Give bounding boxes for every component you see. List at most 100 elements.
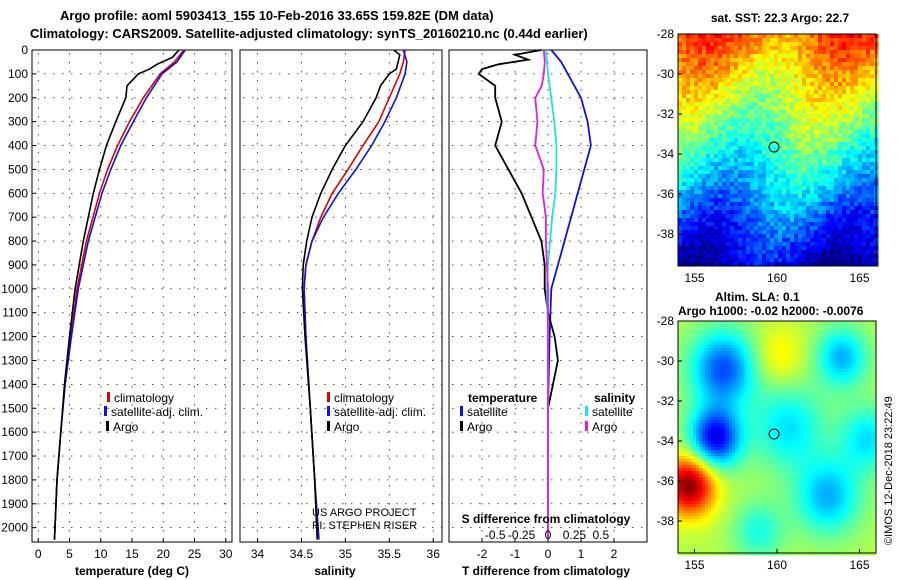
map-cell xyxy=(870,206,875,211)
map-cell xyxy=(854,114,859,119)
map-cell xyxy=(710,182,715,187)
map-cell xyxy=(734,170,739,175)
map-cell xyxy=(842,50,847,55)
map-cell xyxy=(726,162,731,167)
map-cell xyxy=(790,58,795,63)
map-cell xyxy=(846,38,851,43)
map-cell xyxy=(774,126,779,131)
map-cell xyxy=(782,162,787,167)
map-cell xyxy=(778,62,783,67)
map-cell xyxy=(786,178,791,183)
map-cell xyxy=(866,226,871,231)
map-cell xyxy=(814,70,819,75)
map-cell xyxy=(678,166,683,171)
map-cell xyxy=(822,118,827,123)
map-cell xyxy=(746,78,751,83)
map-cell xyxy=(778,94,783,99)
map-cell xyxy=(866,130,871,135)
map-cell xyxy=(774,162,779,167)
map-cell xyxy=(734,110,739,115)
map-cell xyxy=(786,98,791,103)
map-cell xyxy=(710,42,715,47)
map-cell xyxy=(754,146,759,151)
panel-differences: -2 -1 0 1 2 T difference from climatology S … xyxy=(448,49,648,578)
map-cell xyxy=(854,162,859,167)
map-cell xyxy=(790,134,795,139)
map-cell xyxy=(750,74,755,79)
map-cell xyxy=(742,166,747,171)
map-cell xyxy=(754,82,759,87)
map-cell xyxy=(858,218,863,223)
map-cell xyxy=(718,106,723,111)
map-cell xyxy=(678,42,683,47)
map-cell xyxy=(802,58,807,63)
map-cell xyxy=(818,46,823,51)
map-cell xyxy=(714,210,719,215)
map-cell xyxy=(838,142,843,147)
map-cell xyxy=(702,222,707,227)
map-cell xyxy=(718,226,723,231)
map-cell xyxy=(810,230,815,235)
map-cell xyxy=(786,134,791,139)
map-cell xyxy=(750,46,755,51)
map-cell xyxy=(718,206,723,211)
map-cell xyxy=(798,114,803,119)
map-cell xyxy=(790,50,795,55)
map-cell xyxy=(842,198,847,203)
map-cell xyxy=(786,42,791,47)
map-cell xyxy=(778,170,783,175)
map-cell xyxy=(870,214,875,219)
map-cell xyxy=(846,122,851,127)
map-cell xyxy=(802,198,807,203)
map-cell xyxy=(866,230,871,235)
map-cell xyxy=(690,166,695,171)
map-cell xyxy=(766,162,771,167)
map-cell xyxy=(794,66,799,71)
map-cell xyxy=(782,82,787,87)
map-cell xyxy=(830,66,835,71)
series-line-argo xyxy=(301,49,401,540)
map-cell xyxy=(830,226,835,231)
map-cell xyxy=(738,154,743,159)
map-cell xyxy=(746,230,751,235)
map-cell xyxy=(842,130,847,135)
map-cell xyxy=(694,58,699,63)
map-cell xyxy=(806,46,811,51)
map-cell xyxy=(710,158,715,163)
map-cell xyxy=(706,134,711,139)
map-cell xyxy=(746,90,751,95)
map-cell xyxy=(754,190,759,195)
map-cell xyxy=(742,102,747,107)
map-cell xyxy=(802,142,807,147)
map-cell xyxy=(826,150,831,155)
map-cell xyxy=(810,158,815,163)
map-cell xyxy=(842,222,847,227)
map-cell xyxy=(842,78,847,83)
map-cell xyxy=(730,206,735,211)
map-cell xyxy=(690,90,695,95)
map-cell xyxy=(818,98,823,103)
map-cell xyxy=(846,82,851,87)
map-cell xyxy=(762,46,767,51)
map-cell xyxy=(770,58,775,63)
map-cell xyxy=(714,206,719,211)
map-cell xyxy=(846,58,851,63)
map-cell xyxy=(850,102,855,107)
map-cell xyxy=(846,106,851,111)
map-cell xyxy=(750,186,755,191)
map-cell xyxy=(870,114,875,119)
map-cell xyxy=(778,122,783,127)
map-cell xyxy=(730,214,735,219)
map-cell xyxy=(694,42,699,47)
map-cell xyxy=(714,150,719,155)
map-cell xyxy=(758,198,763,203)
map-cell xyxy=(762,94,767,99)
map-cell xyxy=(786,214,791,219)
map-cell xyxy=(810,130,815,135)
map-cell xyxy=(722,202,727,207)
map-cell xyxy=(706,102,711,107)
map-cell xyxy=(746,162,751,167)
map-cell xyxy=(794,226,799,231)
map-cell xyxy=(690,110,695,115)
map-cell xyxy=(686,38,691,43)
